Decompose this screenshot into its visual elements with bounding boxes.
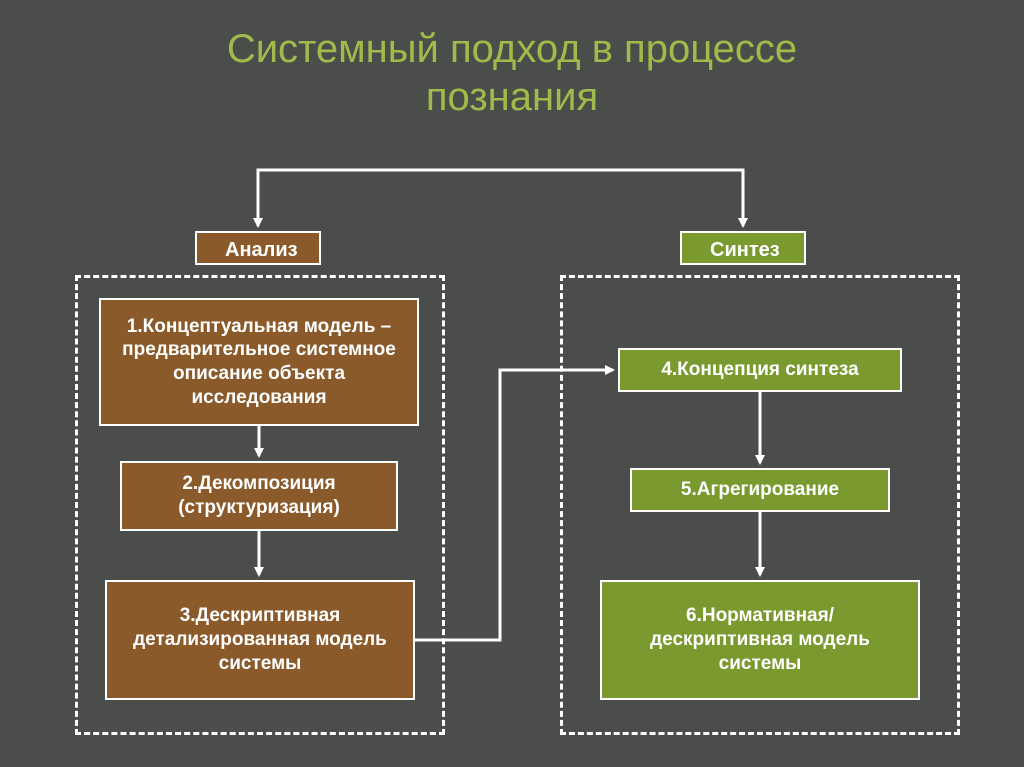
node-aggregation: 5.Агрегирование xyxy=(630,468,890,512)
node-normative-model: 6.Нормативная/ дескриптивная модель сист… xyxy=(600,580,920,700)
node-1-text: 1.Концептуальная модель – предварительно… xyxy=(111,315,407,410)
node-descriptive-model: 3.Дескриптивная детализированная модель … xyxy=(105,580,415,700)
node-conceptual-model: 1.Концептуальная модель – предварительно… xyxy=(99,298,419,426)
node-4-text: 4.Концепция синтеза xyxy=(661,358,858,382)
node-3-text: 3.Дескриптивная детализированная модель … xyxy=(117,604,403,675)
node-decomposition: 2.Декомпозиция (структуризация) xyxy=(120,461,398,531)
node-5-text: 5.Агрегирование xyxy=(681,478,839,502)
synthesis-header: Синтез xyxy=(680,231,806,265)
node-6-text: 6.Нормативная/ дескриптивная модель сист… xyxy=(612,604,908,675)
analysis-label: Анализ xyxy=(225,239,298,261)
synthesis-label: Синтез xyxy=(710,239,780,261)
analysis-header: Анализ xyxy=(195,231,321,265)
node-2-text: 2.Декомпозиция (структуризация) xyxy=(132,472,386,520)
flowchart-diagram: Анализ Синтез 1.Концептуальная модель – … xyxy=(0,0,1024,767)
node-synthesis-concept: 4.Концепция синтеза xyxy=(618,348,902,392)
